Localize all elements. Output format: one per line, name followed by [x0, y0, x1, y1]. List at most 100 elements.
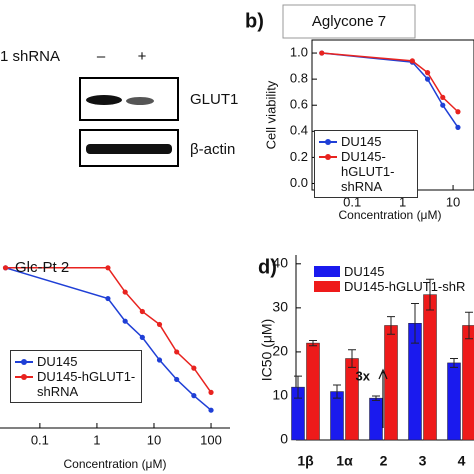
legend-entry: DU145-hGLUT1-shRNA [319, 149, 413, 194]
y-tick-label: 30 [272, 299, 288, 315]
y-tick-label: 0.6 [290, 97, 308, 112]
legend-box: DU145 DU145-hGLUT1-shR [312, 262, 474, 296]
bar [306, 342, 320, 441]
y-tick-label: 40 [272, 255, 288, 271]
legend-entry: DU145 [314, 264, 474, 279]
data-point [2, 265, 9, 271]
x-axis-label: Concentration (μM) [64, 457, 167, 471]
blot-plus: + [138, 48, 147, 65]
blot-header: 1 shRNA [0, 48, 60, 65]
legend-label: DU145-hGLUT1-shRNA [37, 369, 136, 399]
data-point [319, 50, 325, 56]
chart-title: Aglycone 7 [312, 13, 386, 30]
x-tick-label: 1 [93, 432, 100, 447]
legend-entry: DU145-hGLUT1-shR [314, 279, 474, 294]
series-line [5, 267, 212, 411]
data-point [208, 389, 214, 395]
error-bar [411, 302, 419, 344]
legend-label: DU145 [344, 264, 385, 279]
legend-dot [325, 139, 331, 145]
error-bar [348, 349, 356, 368]
data-point [139, 334, 145, 340]
error-bar [333, 384, 341, 399]
legend-swatch [319, 154, 337, 160]
x-tick-label: 100 [200, 432, 222, 447]
legend-swatch [15, 374, 33, 380]
y-tick-label: 1.0 [290, 44, 308, 59]
legend-swatch [314, 266, 340, 277]
blot-minus: – [97, 48, 106, 65]
annotation-arrow [378, 368, 388, 428]
data-point [122, 289, 128, 295]
error-bar [372, 395, 380, 401]
legend-dot [325, 154, 331, 160]
y-tick-label: 0.0 [290, 175, 308, 190]
data-point [409, 58, 415, 64]
data-point [105, 295, 111, 302]
series-line [321, 52, 459, 113]
data-point [455, 109, 461, 115]
legend-box: DU145 DU145-hGLUT1-shRNA [10, 350, 142, 403]
bar [369, 397, 383, 441]
x-axis-label: Concentration (μM) [339, 208, 442, 222]
y-tick-label: 0.4 [290, 123, 308, 138]
y-tick-label: 20 [272, 343, 288, 359]
bar [384, 325, 398, 441]
data-point [424, 70, 431, 76]
bar [462, 325, 474, 441]
y-tick-label: 10 [272, 387, 288, 403]
bar [447, 362, 461, 441]
data-point [424, 76, 431, 82]
western-blot: 1 shRNA – + GLUT1 β-actin [0, 48, 238, 167]
data-point [455, 124, 461, 130]
data-point [440, 94, 446, 100]
error-bar [450, 358, 458, 368]
y-tick-label: 0 [280, 431, 288, 447]
legend-label: DU145-hGLUT1-shRNA [341, 149, 395, 194]
chart-title: Glc-Pt 2 [15, 259, 69, 276]
legend-label: DU145-hGLUT1-shR [344, 279, 466, 294]
data-point [191, 365, 197, 371]
panel-label: d) [258, 256, 277, 278]
data-point [191, 393, 197, 399]
x-tick-label: 10 [446, 194, 460, 209]
error-bar [309, 339, 317, 347]
x-tick-label: 1 [399, 194, 406, 209]
legend-entry: DU145 [15, 354, 137, 369]
error-bar [294, 375, 302, 399]
legend-swatch [319, 139, 337, 145]
series-line [5, 267, 212, 393]
data-point [174, 376, 180, 383]
legend-dot [21, 359, 27, 365]
x-tick-label: 0.1 [343, 194, 361, 209]
y-axis-label: Cell viability [263, 80, 278, 149]
blot-band [86, 95, 122, 105]
x-tick-label: 3 [419, 453, 427, 469]
title-box [282, 4, 416, 39]
blot-band [126, 97, 154, 105]
x-tick-label: 0.1 [31, 432, 49, 447]
panel-label: b) [245, 10, 264, 32]
legend-swatch [314, 281, 340, 292]
annotation: 3x [356, 368, 371, 383]
blot-label: GLUT1 [190, 91, 238, 108]
error-bar [387, 316, 395, 335]
legend-entry: DU145-hGLUT1-shRNA [15, 369, 137, 399]
data-point [122, 318, 128, 324]
legend-label: DU145 [37, 354, 78, 369]
blot-band [86, 144, 172, 154]
blot-label: β-actin [190, 141, 235, 158]
error-bar [426, 278, 434, 311]
y-tick-label: 0.2 [290, 149, 308, 164]
x-tick-label: 1α [336, 453, 353, 469]
data-point [105, 265, 111, 271]
legend-entry: DU145 [319, 134, 413, 149]
data-point [174, 349, 180, 355]
x-tick-label: 2 [380, 453, 388, 469]
legend-swatch [15, 359, 33, 365]
